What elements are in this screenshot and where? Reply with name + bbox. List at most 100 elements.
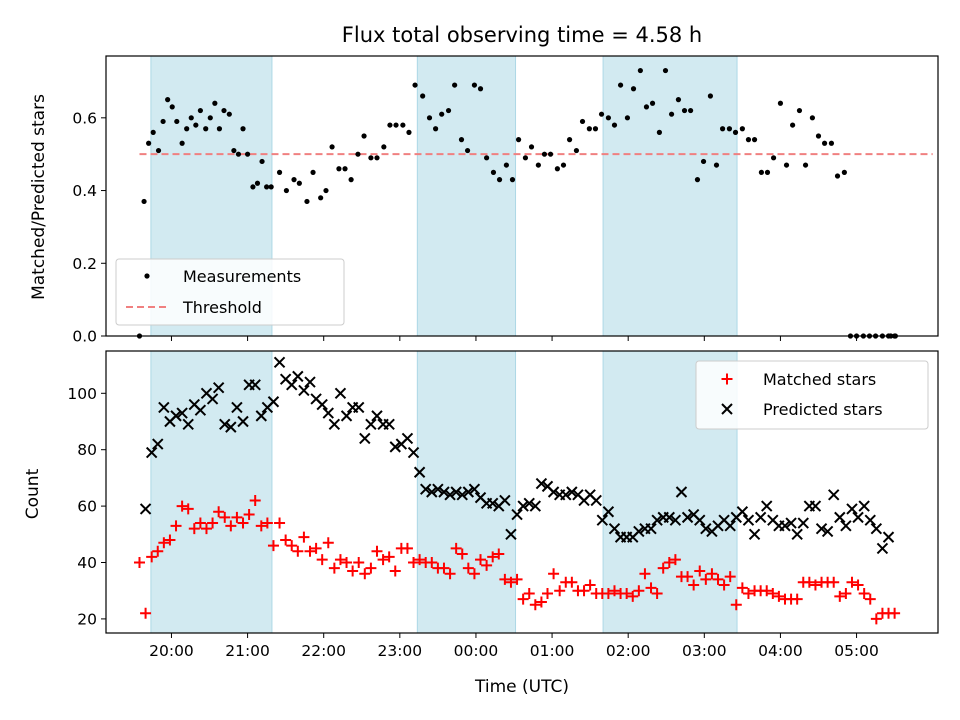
data-point: [547, 486, 560, 498]
data-point: [254, 180, 261, 186]
data-point: [146, 140, 152, 146]
data-point: [383, 551, 395, 563]
data-point: [261, 517, 273, 529]
data-point: [426, 115, 433, 121]
data-point: [645, 582, 657, 594]
data-point: [193, 122, 199, 128]
data-point: [182, 418, 194, 431]
data-point: [408, 557, 420, 568]
data-point: [528, 144, 535, 150]
data-point: [444, 568, 456, 580]
data-point: [724, 520, 736, 532]
legend-label-threshold: Threshold: [182, 298, 262, 317]
data-point: [841, 169, 847, 175]
data-point: [496, 177, 503, 183]
data-point: [264, 184, 270, 190]
data-point: [611, 122, 618, 128]
data-point: [365, 562, 377, 574]
data-point: [712, 573, 724, 585]
data-point: [468, 483, 481, 495]
data-point: [240, 126, 246, 132]
data-point: [401, 542, 413, 554]
data-point: [783, 162, 790, 168]
data-point: [273, 356, 286, 368]
data-point: [821, 525, 834, 538]
x-tick-label: 05:00: [834, 642, 879, 660]
data-point: [141, 198, 147, 205]
data-point: [828, 140, 835, 146]
data-point: [834, 590, 846, 602]
data-point: [668, 111, 675, 117]
data-point: [662, 67, 669, 74]
y-tick-label: 60: [77, 498, 97, 516]
data-point: [250, 184, 256, 190]
data-point: [732, 129, 739, 135]
highlight-band-1: [416, 55, 517, 337]
data-point: [754, 511, 767, 524]
data-point: [371, 545, 383, 557]
data-point: [445, 107, 452, 114]
data-point: [389, 441, 401, 453]
data-point: [393, 122, 399, 128]
data-point: [522, 155, 529, 161]
data-point: [188, 115, 194, 121]
data-point: [511, 508, 523, 521]
data-point: [751, 137, 758, 143]
data-point: [602, 506, 615, 518]
data-point: [633, 525, 645, 538]
data-point: [815, 522, 828, 535]
data-point: [235, 151, 242, 157]
data-point: [450, 542, 462, 554]
data-point: [566, 486, 578, 498]
data-point: [541, 151, 548, 157]
data-point: [328, 562, 340, 574]
data-point: [316, 554, 328, 566]
y-tick-label: 0.4: [72, 182, 97, 200]
data-point: [244, 151, 251, 157]
data-point: [645, 522, 657, 535]
data-point: [688, 579, 700, 591]
data-point: [657, 562, 669, 574]
data-point: [152, 545, 164, 557]
series-predicted-stars: [139, 356, 895, 555]
data-point: [484, 155, 490, 161]
data-point: [598, 111, 605, 117]
data-point: [304, 545, 316, 557]
data-point: [237, 517, 249, 529]
data-point: [231, 511, 243, 523]
data-point: [355, 151, 361, 157]
top-panel-ratio-plot: 0.0 0.2 0.4 0.6 Measurements Threshold: [72, 55, 939, 346]
data-point: [407, 446, 420, 459]
data-point: [739, 126, 745, 132]
data-point: [523, 497, 535, 509]
data-point: [413, 466, 426, 478]
data-point: [486, 497, 499, 509]
data-point: [605, 115, 611, 121]
data-point: [761, 500, 773, 512]
data-point: [870, 522, 883, 535]
data-point: [779, 520, 791, 532]
data-point: [464, 147, 471, 154]
data-point: [505, 576, 517, 588]
x-tick-label: 02:00: [606, 642, 651, 660]
data-point: [406, 129, 412, 135]
data-point: [377, 554, 389, 566]
data-point: [249, 379, 261, 391]
data-point: [852, 511, 864, 524]
data-point: [203, 126, 209, 132]
data-point: [736, 582, 748, 594]
data-point: [450, 486, 462, 498]
data-point: [713, 162, 720, 168]
data-point: [643, 104, 650, 110]
data-point: [310, 169, 316, 175]
x-tick-label: 20:00: [149, 642, 194, 660]
data-point: [310, 542, 322, 554]
data-point: [225, 421, 237, 433]
data-point: [846, 503, 858, 515]
data-point: [633, 585, 645, 597]
data-point: [815, 133, 822, 139]
data-point: [791, 593, 803, 605]
legend-marker-matched-stars: [721, 373, 733, 385]
data-point: [400, 122, 406, 128]
